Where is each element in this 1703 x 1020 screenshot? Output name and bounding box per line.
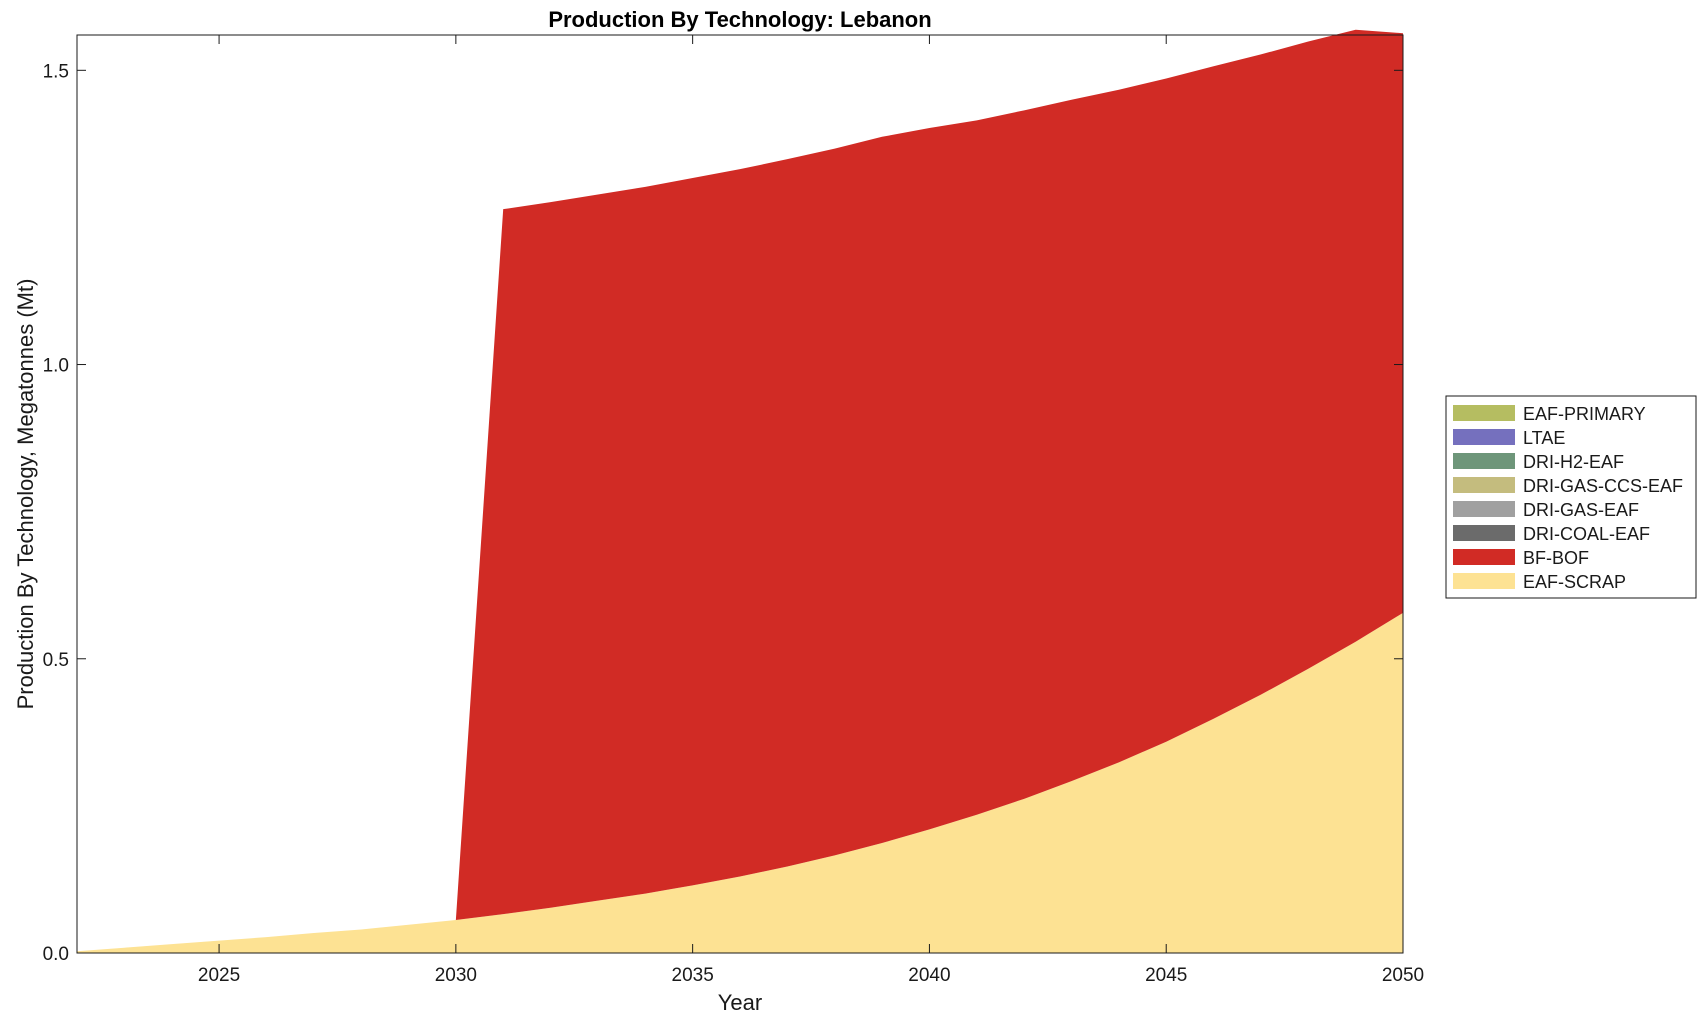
- area-eaf-scrap: [77, 612, 1403, 953]
- plot-frame: [76, 34, 1404, 954]
- legend-label-ltae: LTAE: [1523, 428, 1565, 448]
- legend-label-eaf-primary: EAF-PRIMARY: [1523, 404, 1646, 424]
- legend-label-dri-gas-ccs-eaf: DRI-GAS-CCS-EAF: [1523, 476, 1683, 496]
- legend-swatch-dri-gas-eaf: [1453, 501, 1515, 517]
- plot-areas: [77, 29, 1403, 953]
- x-tick-label: 2035: [672, 965, 714, 986]
- legend-label-bf-bof: BF-BOF: [1523, 548, 1589, 568]
- chart-title: Production By Technology: Lebanon: [548, 7, 931, 32]
- y-tick-label: 0.0: [43, 944, 69, 965]
- legend-swatch-dri-gas-ccs-eaf: [1453, 477, 1515, 493]
- legend-label-dri-h2-eaf: DRI-H2-EAF: [1523, 452, 1624, 472]
- legend-label-dri-coal-eaf: DRI-COAL-EAF: [1523, 524, 1650, 544]
- x-axis-title: Year: [718, 990, 762, 1015]
- x-tick-label: 2040: [908, 965, 950, 986]
- x-tick-label: 2045: [1145, 965, 1187, 986]
- legend-swatch-ltae: [1453, 429, 1515, 445]
- y-axis-title: Production By Technology, Megatonnes (Mt…: [13, 279, 38, 710]
- legend-label-dri-gas-eaf: DRI-GAS-EAF: [1523, 500, 1639, 520]
- legend: EAF-PRIMARY LTAE DRI-H2-EAF DRI-GAS-CCS-EAF…: [1445, 395, 1697, 599]
- legend-swatch-eaf-primary: [1453, 405, 1515, 421]
- x-tick-label: 2030: [435, 965, 477, 986]
- x-tick-label: 2050: [1382, 965, 1424, 986]
- y-tick-label: 0.5: [43, 650, 69, 671]
- y-tick-label: 1.0: [43, 356, 69, 377]
- legend-label-eaf-scrap: EAF-SCRAP: [1523, 572, 1626, 592]
- legend-swatch-bf-bof: [1453, 549, 1515, 565]
- legend-swatch-dri-coal-eaf: [1453, 525, 1515, 541]
- legend-swatch-dri-h2-eaf: [1453, 453, 1515, 469]
- y-tick-label: 1.5: [43, 61, 69, 82]
- x-axis-ticks: 2025 2030 2035 2040 2045 2050: [198, 35, 1424, 986]
- legend-swatch-eaf-scrap: [1453, 573, 1515, 589]
- area-bf-bof: [77, 29, 1403, 952]
- y-axis-ticks: 0.0 0.5 1.0 1.5: [43, 61, 1403, 965]
- x-tick-label: 2025: [198, 965, 240, 986]
